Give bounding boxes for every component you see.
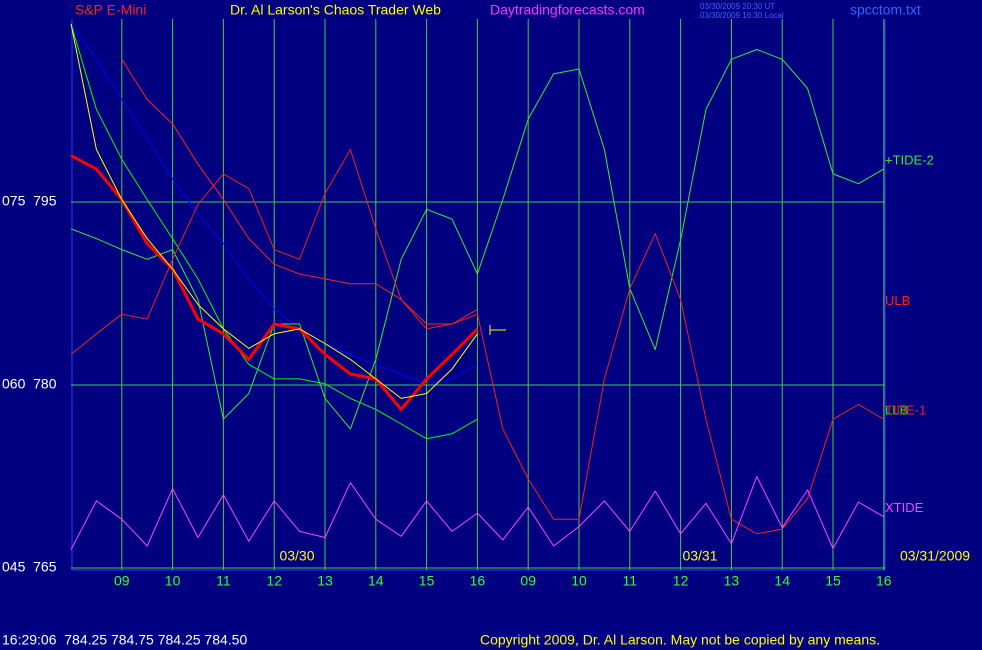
y-tick-label: 060 780 [2, 376, 57, 392]
x-tick-label: 16 [876, 573, 892, 589]
series-label: ULB [885, 293, 910, 308]
date-label: 03/31 [682, 548, 717, 564]
x-tick-label: 12 [266, 573, 282, 589]
x-tick-label: 14 [774, 573, 790, 589]
series-label: TIDE-1 [885, 403, 926, 418]
x-tick-label: 15 [825, 573, 841, 589]
x-tick-label: 14 [368, 573, 384, 589]
site: Daytradingforecasts.com [490, 2, 645, 18]
x-tick-label: 11 [623, 573, 638, 589]
series-line [70, 476, 885, 550]
series-label: LLB [885, 403, 908, 418]
date-label: 03/30 [279, 548, 314, 564]
x-tick-label: 10 [571, 573, 587, 589]
x-tick-label: 09 [520, 573, 536, 589]
series-line [70, 49, 885, 430]
series-line [70, 154, 479, 411]
series-line [70, 23, 478, 385]
x-tick-label: 15 [419, 573, 435, 589]
x-tick-label: 12 [673, 573, 689, 589]
price-marker [489, 325, 506, 335]
series-line [70, 23, 478, 399]
symbol: S&P E-Mini [75, 2, 146, 18]
title: Dr. Al Larson's Chaos Trader Web [230, 2, 441, 18]
x-tick-label: 13 [317, 573, 333, 589]
time-local: 03/30/2009 16:30 Local [700, 11, 784, 20]
series-line [121, 59, 478, 325]
series-line [70, 23, 478, 440]
x-tick-label: 10 [165, 573, 181, 589]
file-name: spcctom.txt [850, 2, 921, 18]
status-line: 16:29:06 784.25 784.75 784.25 784.50 [2, 632, 247, 648]
y-tick-label: 075 795 [2, 193, 57, 209]
x-tick-label: 13 [724, 573, 740, 589]
x-tick-label: 16 [470, 573, 486, 589]
y-tick-label: 045 765 [2, 559, 57, 575]
date-label: 03/31/2009 [900, 548, 970, 564]
x-tick-label: 11 [216, 573, 231, 589]
series-label: XTIDE [885, 500, 924, 515]
x-tick-label: 09 [114, 573, 130, 589]
copyright: Copyright 2009, Dr. Al Larson. May not b… [480, 632, 880, 648]
time-ut: 03/30/2009 20:30 UT [700, 2, 775, 11]
series-line [70, 149, 885, 535]
series-label: +TIDE-2 [885, 152, 934, 167]
